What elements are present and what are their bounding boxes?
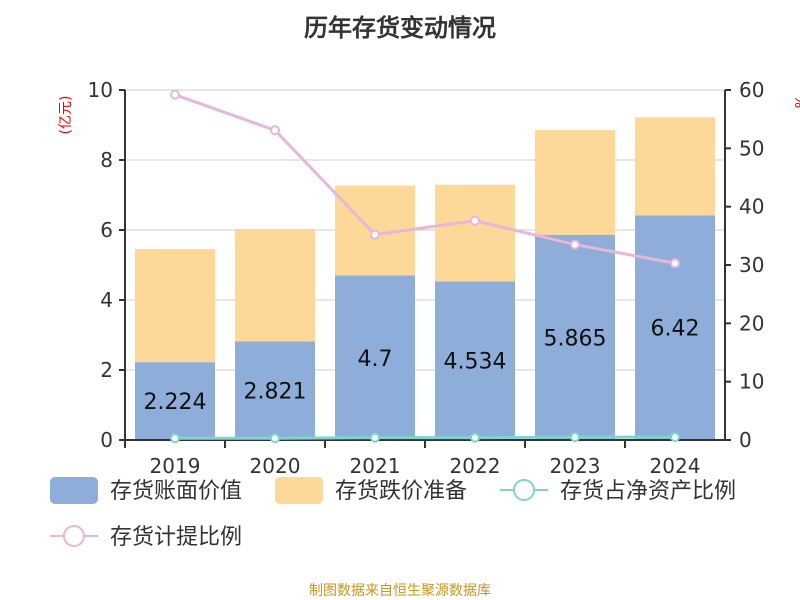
bar-impairment: [435, 184, 515, 282]
bar-data-label: 4.534: [444, 350, 507, 375]
tick-label-right: 50: [739, 136, 764, 160]
x-tick-label: 2021: [350, 454, 401, 478]
bar-data-label: 5.865: [544, 326, 607, 351]
bar-book-value: [235, 341, 315, 440]
bar-book-value: [135, 362, 215, 440]
y-axis-label-left: (亿元): [58, 96, 74, 135]
x-tick-label: 2019: [150, 454, 201, 478]
source-note: 制图数据来自恒生聚源数据库: [309, 583, 491, 599]
bar-book-value: [635, 215, 715, 440]
tick-label-right: 60: [739, 78, 764, 102]
x-tick-label: 2020: [250, 454, 301, 478]
line-point: [170, 89, 180, 100]
bar-book-value: [535, 234, 615, 440]
bar-data-label: 2.821: [244, 380, 307, 405]
legend-label: 存货账面价值: [110, 479, 242, 504]
legend-label: 存货计提比例: [110, 525, 242, 550]
line-point: [270, 433, 280, 444]
bar-data-label: 2.224: [144, 390, 207, 415]
tick-label-left: 4: [100, 288, 113, 312]
line-point: [370, 229, 380, 240]
y-axis-label-right: %: [791, 95, 800, 108]
bar-impairment: [635, 117, 715, 216]
bar-impairment: [535, 130, 615, 235]
tick-label-right: 40: [739, 195, 764, 219]
line-point: [570, 432, 580, 443]
tick-label-right: 10: [739, 370, 764, 394]
legend-swatch-marker: [63, 525, 85, 547]
line-provision-ratio: [174, 93, 676, 265]
line-point: [470, 215, 480, 226]
line-point: [670, 432, 680, 443]
line-point: [370, 432, 380, 443]
bar-impairment: [235, 228, 315, 342]
legend-swatch: [50, 477, 98, 504]
line-point: [170, 433, 180, 444]
legend-swatch-marker: [513, 479, 535, 501]
tick-label-right: 20: [739, 311, 764, 335]
tick-label-left: 6: [100, 218, 113, 242]
line-net-asset-ratio: [175, 435, 675, 440]
tick-label-left: 2: [100, 358, 113, 382]
bar-data-label: 6.42: [651, 317, 700, 342]
bar-book-value: [335, 275, 415, 440]
x-tick-label: 2024: [650, 454, 701, 478]
chart-title: 历年存货变动情况: [304, 14, 496, 42]
tick-label-right: 0: [739, 428, 752, 452]
x-tick-label: 2023: [550, 454, 601, 478]
line-point: [570, 239, 580, 250]
tick-label-left: 10: [88, 78, 113, 102]
bar-data-label: 4.7: [358, 347, 393, 372]
line-point: [670, 258, 680, 269]
x-tick-label: 2022: [450, 454, 501, 478]
legend-label: 存货占净资产比例: [560, 479, 736, 504]
legend-swatch: [275, 477, 323, 504]
bar-impairment: [135, 249, 215, 363]
bar-book-value: [435, 281, 515, 440]
line-point: [470, 432, 480, 443]
legend-label: 存货跌价准备: [335, 479, 467, 504]
tick-label-left: 8: [100, 148, 113, 172]
tick-label-left: 0: [100, 428, 113, 452]
tick-label-right: 30: [739, 253, 764, 277]
line-point: [270, 125, 280, 136]
